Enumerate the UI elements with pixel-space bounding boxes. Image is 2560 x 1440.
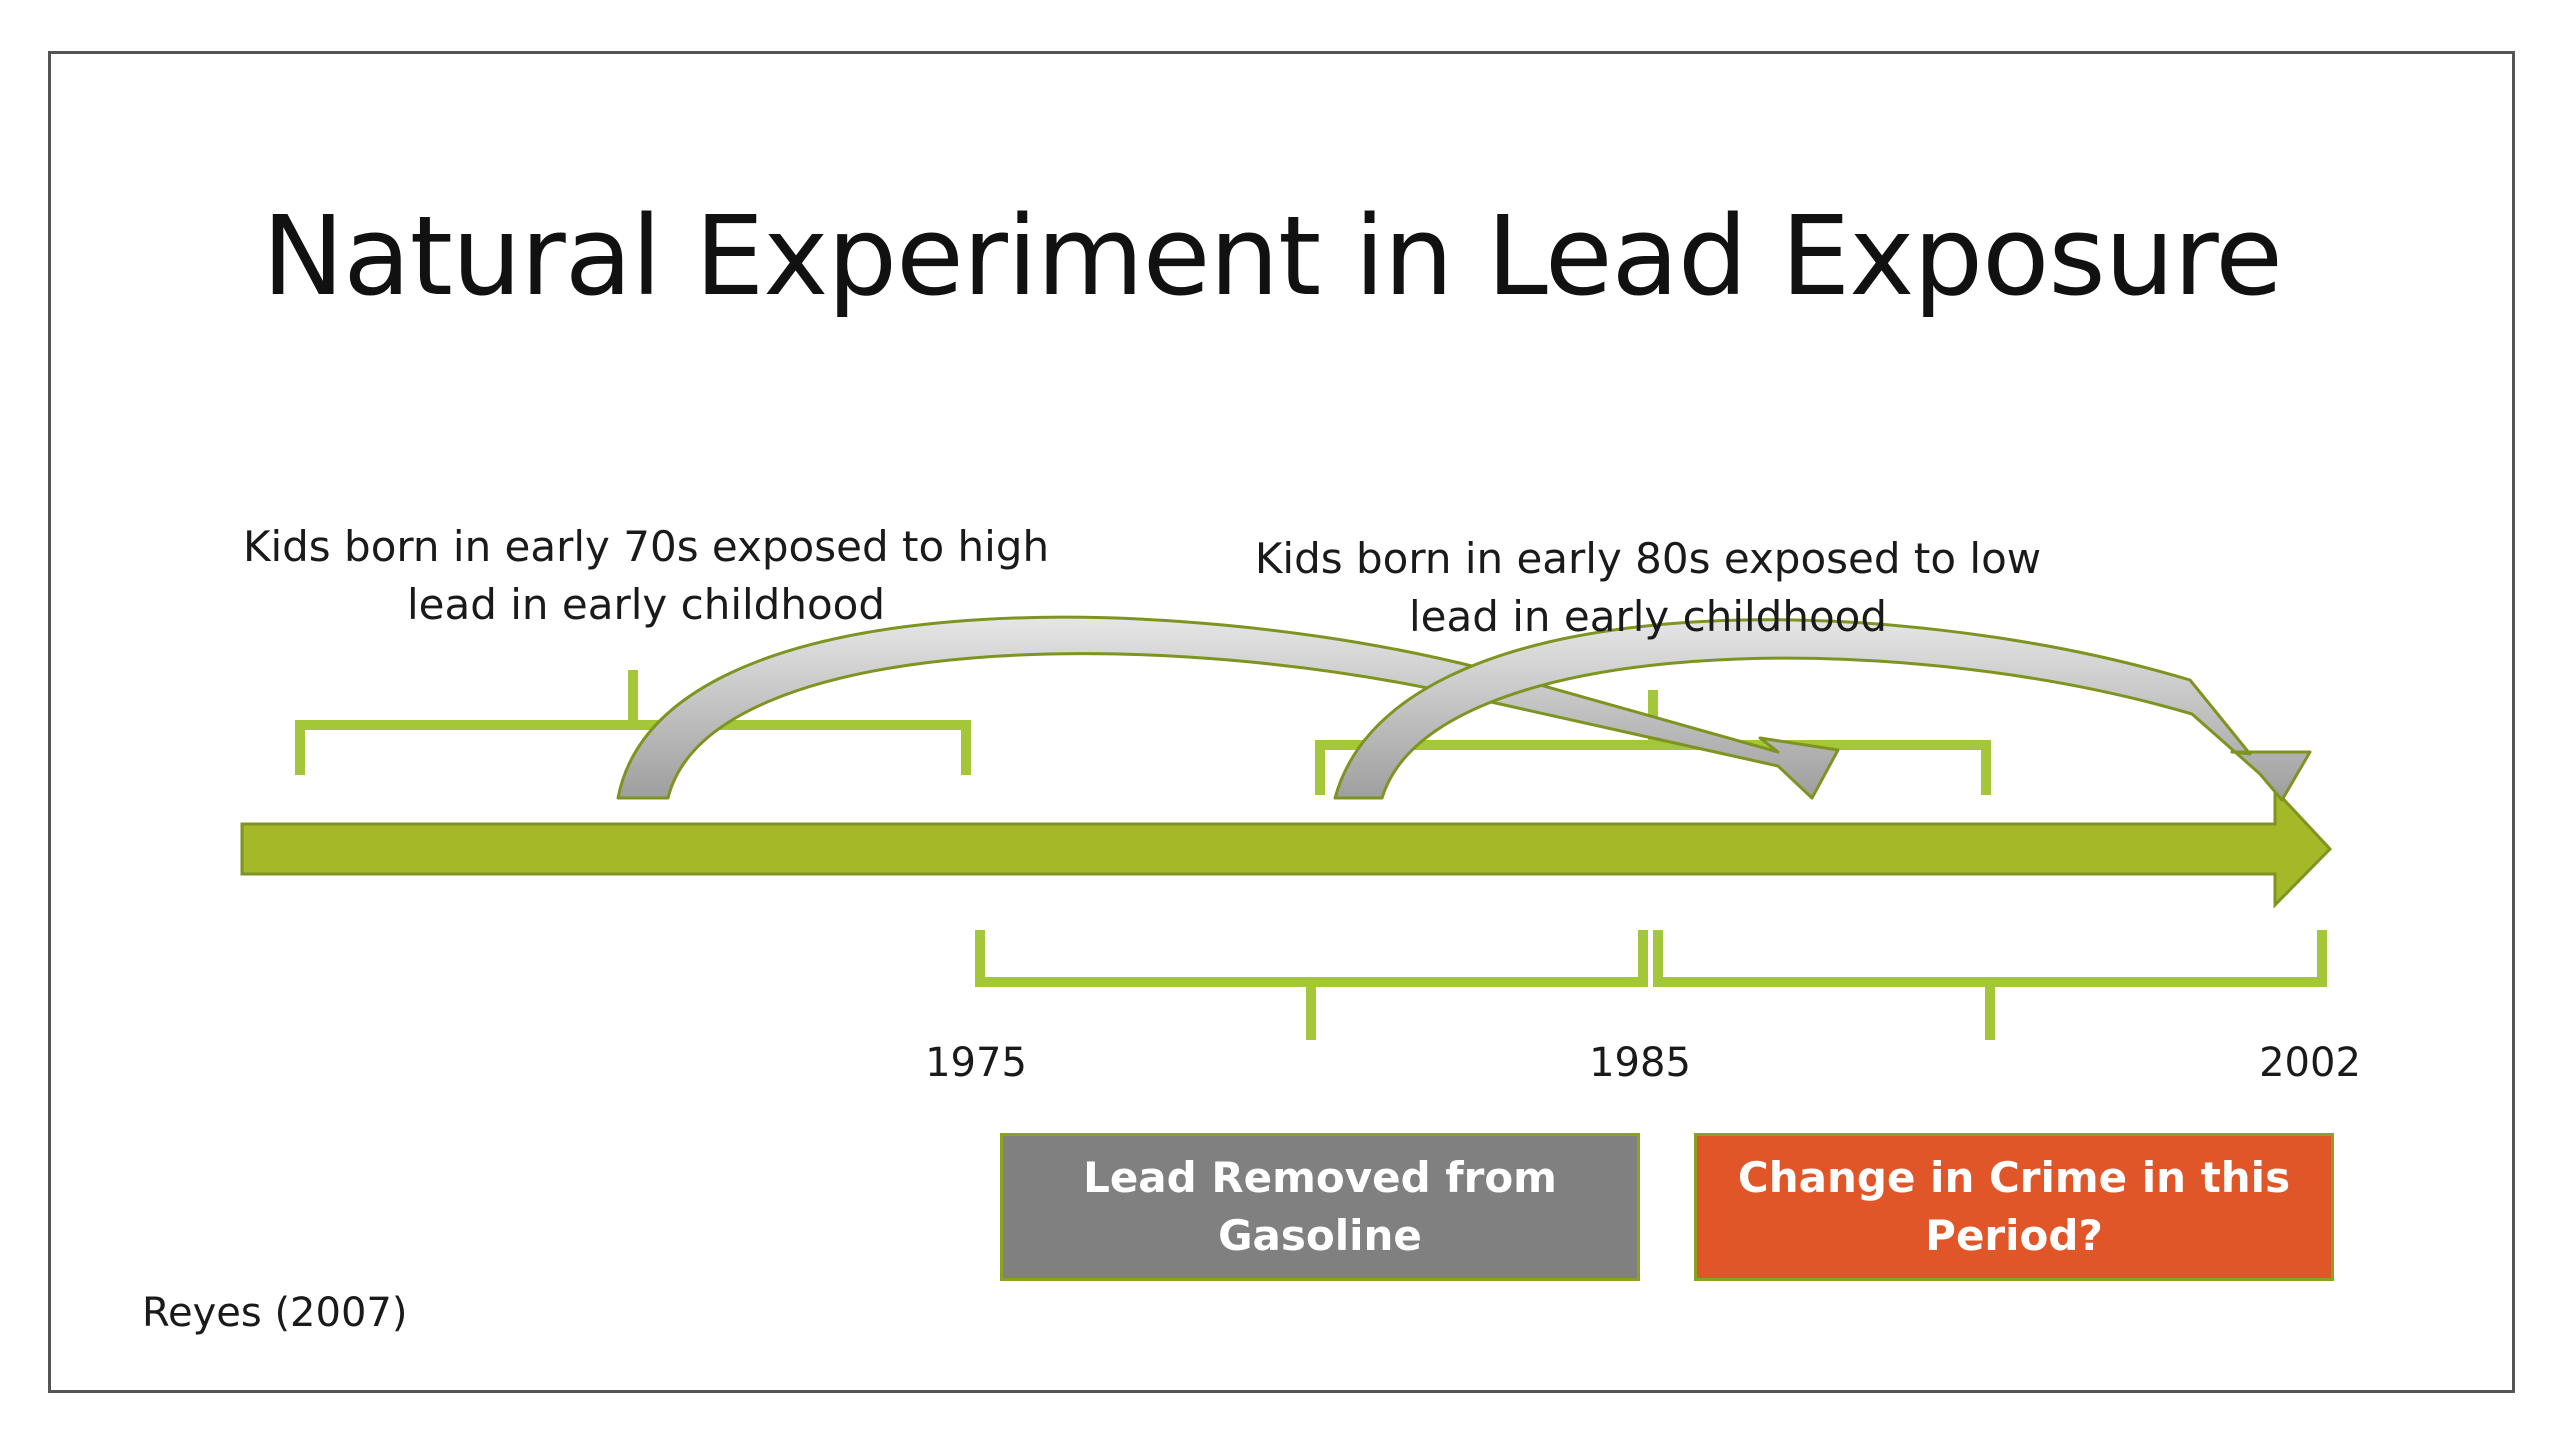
curved-arrow-70s bbox=[616, 615, 1840, 800]
annotation-70s-cohort: Kids born in early 70s exposed to high l… bbox=[242, 522, 1050, 629]
crime-change-label: Change in Crime in this Period? bbox=[1737, 1153, 2291, 1260]
year-label-1985: 1985 bbox=[1589, 1040, 1691, 1086]
curved-arrow-80s bbox=[1333, 618, 2312, 802]
lead-removed-label: Lead Removed from Gasoline bbox=[1083, 1153, 1557, 1260]
timeline-arrow bbox=[240, 786, 2333, 909]
year-label-1975: 1975 bbox=[925, 1040, 1027, 1086]
slide-title: Natural Experiment in Lead Exposure bbox=[262, 192, 2283, 320]
crime-change-box: Change in Crime in this Period? bbox=[1694, 1133, 2334, 1281]
lead-removed-box: Lead Removed from Gasoline bbox=[1000, 1133, 1640, 1281]
annotation-80s-cohort: Kids born in early 80s exposed to low le… bbox=[1254, 534, 2042, 641]
bracket-1975-1985 bbox=[975, 930, 1648, 1040]
citation: Reyes (2007) bbox=[142, 1290, 408, 1336]
bracket-70s-cohort bbox=[295, 670, 971, 775]
bracket-1985-2002 bbox=[1653, 930, 2327, 1040]
year-label-2002: 2002 bbox=[2259, 1040, 2361, 1086]
